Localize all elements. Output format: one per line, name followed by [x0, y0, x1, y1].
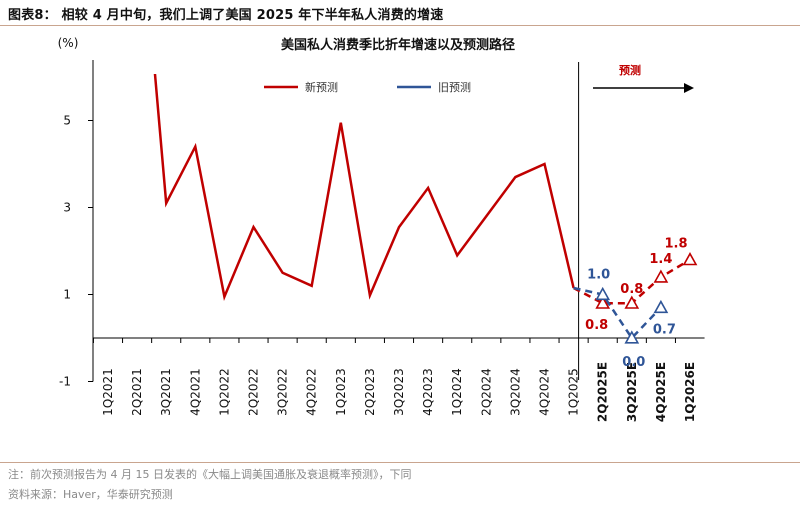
- x-tick-label: 4Q2024: [538, 368, 552, 416]
- y-tick-label: 3: [63, 201, 71, 215]
- forecast-label: 预测: [619, 63, 641, 77]
- series-new-actual-line: [153, 74, 575, 301]
- x-tick-label: 1Q2026E: [683, 362, 697, 422]
- legend: 新预测 旧预测: [264, 80, 471, 94]
- x-tick-label: 1Q2021: [101, 368, 115, 416]
- series-new-forecast-marker: [653, 269, 669, 283]
- x-tick-label: 1Q2023: [334, 368, 348, 416]
- x-tick-label: 2Q2025E: [596, 362, 610, 422]
- x-tick-label: 1Q2024: [450, 368, 464, 416]
- x-tick-label: 4Q2021: [188, 368, 202, 416]
- x-tick-label: 3Q2022: [276, 368, 290, 416]
- series-old-data-label: 1.0: [587, 268, 610, 283]
- y-tick-label: 5: [63, 114, 71, 128]
- series-old-forecast-line: [573, 286, 662, 340]
- chart-title: 美国私人消费季比折年增速以及预测路径: [281, 37, 515, 53]
- series-old-data-label: 0.7: [653, 323, 676, 338]
- x-tick-label: 2Q2023: [363, 368, 377, 416]
- bottom-rule: [0, 462, 800, 463]
- x-tick-label: 1Q2025: [567, 368, 581, 416]
- axes: -1 1 3 5 1Q2021 2Q2021 3Q2021 4Q2021 1Q2022 2Q202…: [59, 60, 705, 422]
- top-rule: [0, 25, 800, 26]
- series-old-forecast-marker: [653, 299, 669, 314]
- x-tick-label: 3Q2025E: [625, 362, 639, 422]
- series-new-data-label: 0.8: [620, 282, 643, 297]
- x-tick-label: 4Q2023: [421, 368, 435, 416]
- x-tick-label: 2Q2021: [130, 368, 144, 416]
- y-tick-label: -1: [59, 375, 71, 389]
- data-labels: 0.8 0.8 1.41.8 1.0 0.0 0.7: [585, 237, 687, 370]
- x-tick-label: 3Q2021: [159, 368, 173, 416]
- y-axis-unit: (%): [58, 36, 79, 50]
- source-note: 资料来源：Haver，华泰研究预测: [8, 488, 173, 501]
- series-layer: [153, 74, 698, 344]
- series-new-forecast-marker: [624, 295, 640, 309]
- x-tick-label: 2Q2024: [479, 368, 493, 416]
- series-new-data-label: 0.8: [585, 318, 608, 333]
- series-old-forecast-marker: [624, 330, 640, 344]
- series-new-data-label: 1.4: [649, 252, 672, 267]
- figure-title: 图表8： 相较 4 月中旬，我们上调了美国 2025 年下半年私人消费的增速: [8, 8, 444, 23]
- footnote: 注：前次预测报告为 4 月 15 日发表的《大幅上调美国通胀及衰退概率预测》，下…: [8, 468, 412, 481]
- x-tick-label: 4Q2022: [305, 368, 319, 416]
- series-new-forecast-marker: [595, 295, 611, 309]
- series-new-data-label: 1.8: [664, 237, 687, 252]
- x-tick-label: 4Q2025E: [654, 362, 668, 422]
- forecast-arrow-head: [684, 83, 694, 93]
- x-tick-label: 3Q2024: [508, 368, 522, 416]
- x-tick-label: 1Q2022: [217, 368, 231, 416]
- x-tick-label: 3Q2023: [392, 368, 406, 416]
- series-old-forecast-marker: [595, 286, 611, 301]
- chart: 美国私人消费季比折年增速以及预测路径 (%) -1 1 3 5 1Q2021 2Q2021…: [58, 36, 705, 422]
- y-tick-label: 1: [63, 288, 71, 302]
- series-new-forecast-marker: [682, 252, 698, 266]
- series-old-data-label: 0.0: [622, 355, 645, 370]
- legend-old-label: 旧预测: [438, 81, 471, 94]
- legend-new-label: 新预测: [305, 80, 338, 94]
- x-tick-label: 2Q2022: [247, 368, 261, 416]
- forecast-marker: 预测: [593, 63, 694, 93]
